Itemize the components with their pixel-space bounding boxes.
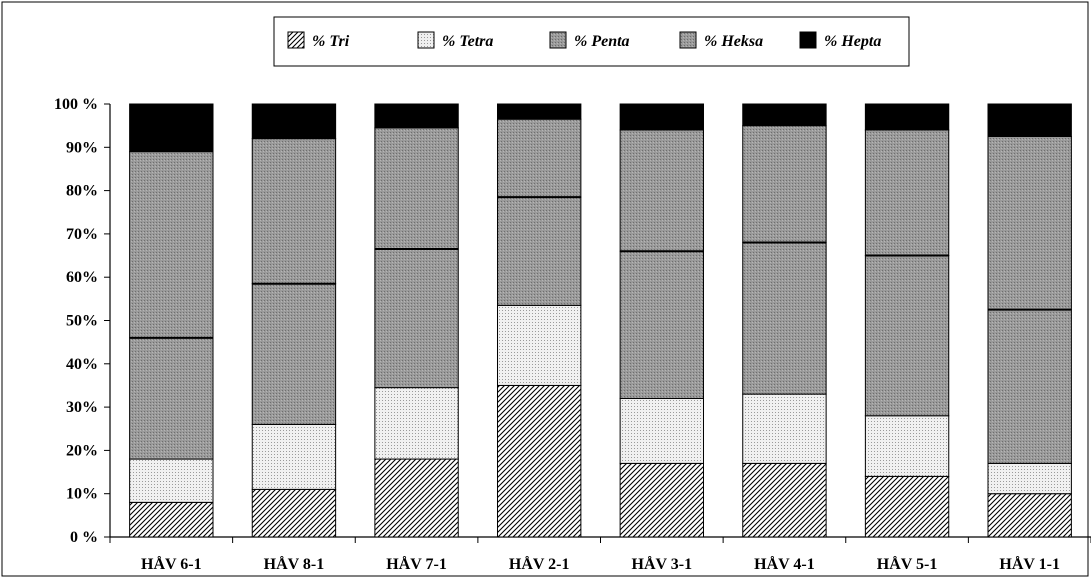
bar-segment	[742, 462, 827, 538]
legend-swatch	[417, 31, 435, 49]
bar-segment	[987, 309, 1072, 464]
x-axis: HÅV 6-1 HÅV 8-1 HÅV 7-1 HÅV 2-1 HÅV 3-1 HÅV 4…	[109, 536, 1091, 573]
bar-segment	[251, 488, 337, 538]
legend-label: % Heksa	[704, 33, 763, 50]
bar-segment	[619, 250, 705, 399]
x-tick-label: HÅV 7-1	[386, 555, 447, 573]
bar-segment	[496, 103, 582, 120]
bar-stack	[619, 103, 705, 538]
y-tick-label: 100 %	[54, 96, 98, 113]
bar-segment	[864, 415, 950, 477]
bar-stack	[251, 103, 337, 538]
bar-segment	[987, 493, 1072, 538]
bar-segment	[742, 242, 827, 395]
bar-segment	[496, 304, 582, 386]
bar-segment	[374, 387, 459, 460]
legend-item: % Penta	[549, 31, 630, 50]
bar-segment	[374, 127, 459, 250]
bar-stack	[864, 103, 950, 538]
bar-segment	[374, 458, 459, 538]
bar-segment	[619, 103, 705, 131]
legend-item: % Hepta	[799, 31, 881, 50]
bar-segment	[251, 283, 337, 425]
x-tick-label: HÅV 5-1	[877, 555, 938, 573]
bar-segment	[742, 125, 827, 244]
y-tick-label: 50%	[66, 313, 98, 330]
bar-segment	[496, 118, 582, 198]
bar-stack	[742, 103, 827, 538]
y-tick-label: 60%	[66, 269, 98, 286]
bar-stack	[987, 103, 1072, 538]
legend-swatch	[549, 31, 567, 49]
bar-segment	[496, 196, 582, 306]
legend-swatch	[799, 31, 817, 49]
y-tick-label: 40%	[66, 356, 98, 373]
bar-segment	[864, 475, 950, 538]
bar-stack	[374, 103, 459, 538]
y-tick-label: 30%	[66, 399, 98, 416]
bar-group	[129, 103, 1072, 538]
bar-stack	[129, 103, 214, 538]
bar-segment	[374, 103, 459, 129]
bar-segment	[864, 103, 950, 131]
legend-item: % Tri	[287, 31, 350, 50]
bar-segment	[987, 135, 1072, 311]
y-tick-label: 80%	[66, 183, 98, 200]
bar-segment	[129, 501, 214, 538]
legend-item: % Heksa	[679, 31, 763, 50]
bar-segment	[251, 138, 337, 285]
y-tick-label: 10%	[66, 486, 98, 503]
legend-label: % Tetra	[442, 33, 493, 50]
bar-segment	[742, 103, 827, 127]
bar-segment	[987, 103, 1072, 137]
x-tick-label: HÅV 4-1	[754, 555, 815, 573]
bar-segment	[129, 151, 214, 339]
x-tick-label: HÅV 3-1	[632, 555, 693, 573]
bar-segment	[496, 384, 582, 538]
bar-segment	[619, 129, 705, 252]
bar-segment	[251, 423, 337, 490]
y-tick-label: 70%	[66, 226, 98, 243]
y-axis: 0 % 10% 20% 30% 40% 50% 60% 70% 80% 90% 100 %	[54, 96, 111, 546]
x-tick-label: HÅV 8-1	[264, 555, 325, 573]
bar-segment	[742, 393, 827, 464]
legend-swatch	[679, 31, 697, 49]
legend-label: % Tri	[312, 33, 350, 50]
bar-segment	[129, 337, 214, 460]
bar-segment	[251, 103, 337, 140]
bar-segment	[129, 103, 214, 153]
y-tick-label: 90%	[66, 139, 98, 156]
bar-segment	[864, 255, 950, 417]
legend-label: % Penta	[574, 33, 630, 50]
bar-segment	[619, 462, 705, 538]
bar-segment	[129, 458, 214, 503]
legend-label: % Hepta	[824, 33, 881, 50]
x-tick-label: HÅV 1-1	[999, 555, 1060, 573]
legend-swatch	[287, 31, 305, 49]
x-tick-label: HÅV 6-1	[141, 555, 202, 573]
y-tick-label: 0 %	[70, 529, 98, 546]
x-tick-label: HÅV 2-1	[509, 555, 570, 573]
y-tick-label: 20%	[66, 442, 98, 459]
legend-item: % Tetra	[417, 31, 493, 50]
bar-segment	[374, 248, 459, 389]
bar-stack	[496, 103, 582, 538]
legend: % Tri % Tetra % Penta % Heksa % Hepta	[273, 16, 910, 67]
bar-segment	[987, 462, 1072, 495]
bar-segment	[864, 129, 950, 257]
bar-segment	[619, 397, 705, 464]
